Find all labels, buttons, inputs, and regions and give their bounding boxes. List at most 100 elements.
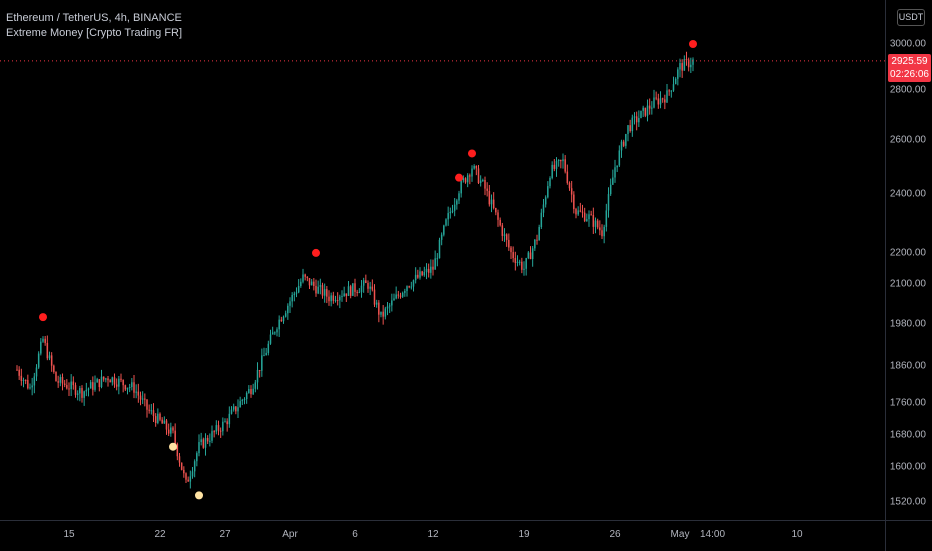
candle-body (63, 383, 66, 385)
candle-body (198, 442, 200, 454)
candle-body (651, 107, 653, 109)
candle-body (490, 199, 493, 205)
candle-body (141, 398, 144, 400)
candle-body (120, 378, 122, 380)
candle-body (282, 316, 285, 322)
candle-body (479, 180, 482, 184)
candle-body (430, 266, 432, 273)
candle-body (170, 427, 172, 434)
candle-body (577, 210, 579, 215)
candle-body (653, 97, 655, 108)
bar-countdown: 02:26:06 (890, 68, 929, 80)
candle-body (425, 268, 428, 273)
candle-body (618, 150, 621, 166)
candle-body (33, 376, 36, 386)
candle-body (447, 213, 449, 220)
candle-group (16, 51, 694, 489)
candle-body (172, 427, 174, 431)
candle-body (334, 300, 337, 302)
price-tick-label: 2200.00 (889, 247, 926, 259)
candle-body (16, 369, 18, 371)
candle-body (70, 381, 72, 390)
candle-body (622, 141, 625, 146)
candle-body (401, 292, 404, 297)
candle-body (152, 410, 155, 417)
candle-body (382, 311, 384, 317)
candle-body (475, 165, 478, 169)
candle-body (226, 421, 228, 425)
candle-body (178, 456, 181, 463)
candle-body (542, 204, 545, 213)
candle-body (74, 385, 77, 395)
indicator-title[interactable]: Extreme Money [Crypto Trading FR] (6, 27, 183, 39)
candle-body (360, 285, 363, 293)
candle-body (620, 141, 623, 151)
candlestick-chart[interactable] (0, 0, 885, 520)
candle-body (133, 382, 135, 393)
symbol-title[interactable]: Ethereum / TetherUS, 4h, BINANCE (6, 12, 182, 24)
candle-body (670, 90, 673, 92)
candle-body (408, 286, 410, 288)
candle-body (189, 476, 192, 482)
candle-body (503, 234, 506, 236)
candle-body (458, 193, 460, 201)
candle-body (209, 440, 211, 442)
candle-body (235, 406, 237, 412)
time-tick-label: 26 (609, 529, 621, 540)
axis-corner (885, 520, 932, 551)
candle-body (256, 369, 259, 383)
sell-signal-dot (312, 248, 320, 257)
candle-body (115, 384, 118, 387)
time-tick-label: 22 (154, 529, 166, 540)
candle-body (521, 261, 523, 270)
candle-body (579, 210, 582, 212)
candle-body (369, 286, 371, 289)
candle-body (224, 421, 226, 423)
time-axis[interactable]: 15 22 27 Apr 6 12 19 26 May 14:00 10 (0, 520, 885, 551)
candle-body (525, 258, 527, 269)
candle-body (648, 105, 651, 109)
candle-body (18, 369, 20, 376)
price-tick-label: 1520.00 (889, 496, 926, 508)
candle-body (516, 261, 519, 263)
buy-signal-dot (169, 442, 177, 451)
candle-body (544, 197, 547, 205)
candle-body (427, 268, 430, 273)
price-tick-label: 2100.00 (889, 278, 926, 290)
candle-body (438, 239, 441, 259)
candle-body (37, 353, 40, 368)
candle-body (200, 439, 202, 443)
candle-body (664, 99, 666, 103)
candle-body (536, 239, 538, 241)
candle-body (287, 305, 289, 314)
candle-body (321, 285, 324, 296)
candle-body (87, 388, 90, 390)
price-axis[interactable]: USDT 3000.00 2800.00 2600.00 2400.00 2200.00… (885, 0, 932, 520)
last-price-value: 2925.59 (891, 55, 928, 67)
candle-body (146, 399, 148, 410)
candle-body (596, 220, 599, 228)
candle-body (434, 258, 436, 270)
price-tick-label: 1760.00 (889, 397, 926, 409)
chart-area[interactable]: Ethereum / TetherUS, 4h, BINANCE Extreme… (0, 0, 885, 520)
candle-body (310, 281, 313, 286)
price-tick-label: 1680.00 (889, 429, 926, 441)
time-tick-label: 12 (427, 529, 439, 540)
candle-body (68, 388, 70, 390)
buy-signal-dot (195, 491, 203, 500)
candle-body (46, 342, 49, 359)
candle-body (293, 293, 296, 295)
candle-body (24, 379, 27, 381)
candle-body (57, 381, 59, 383)
candle-body (644, 107, 647, 116)
currency-badge[interactable]: USDT (897, 9, 925, 26)
candle-body (291, 294, 293, 302)
candle-body (510, 247, 512, 253)
candle-body (388, 305, 391, 307)
candle-body (137, 391, 140, 396)
candle-body (594, 220, 597, 227)
candle-body (211, 431, 213, 441)
candle-body (328, 296, 330, 302)
candle-body (685, 59, 688, 61)
candle-body (607, 194, 610, 211)
